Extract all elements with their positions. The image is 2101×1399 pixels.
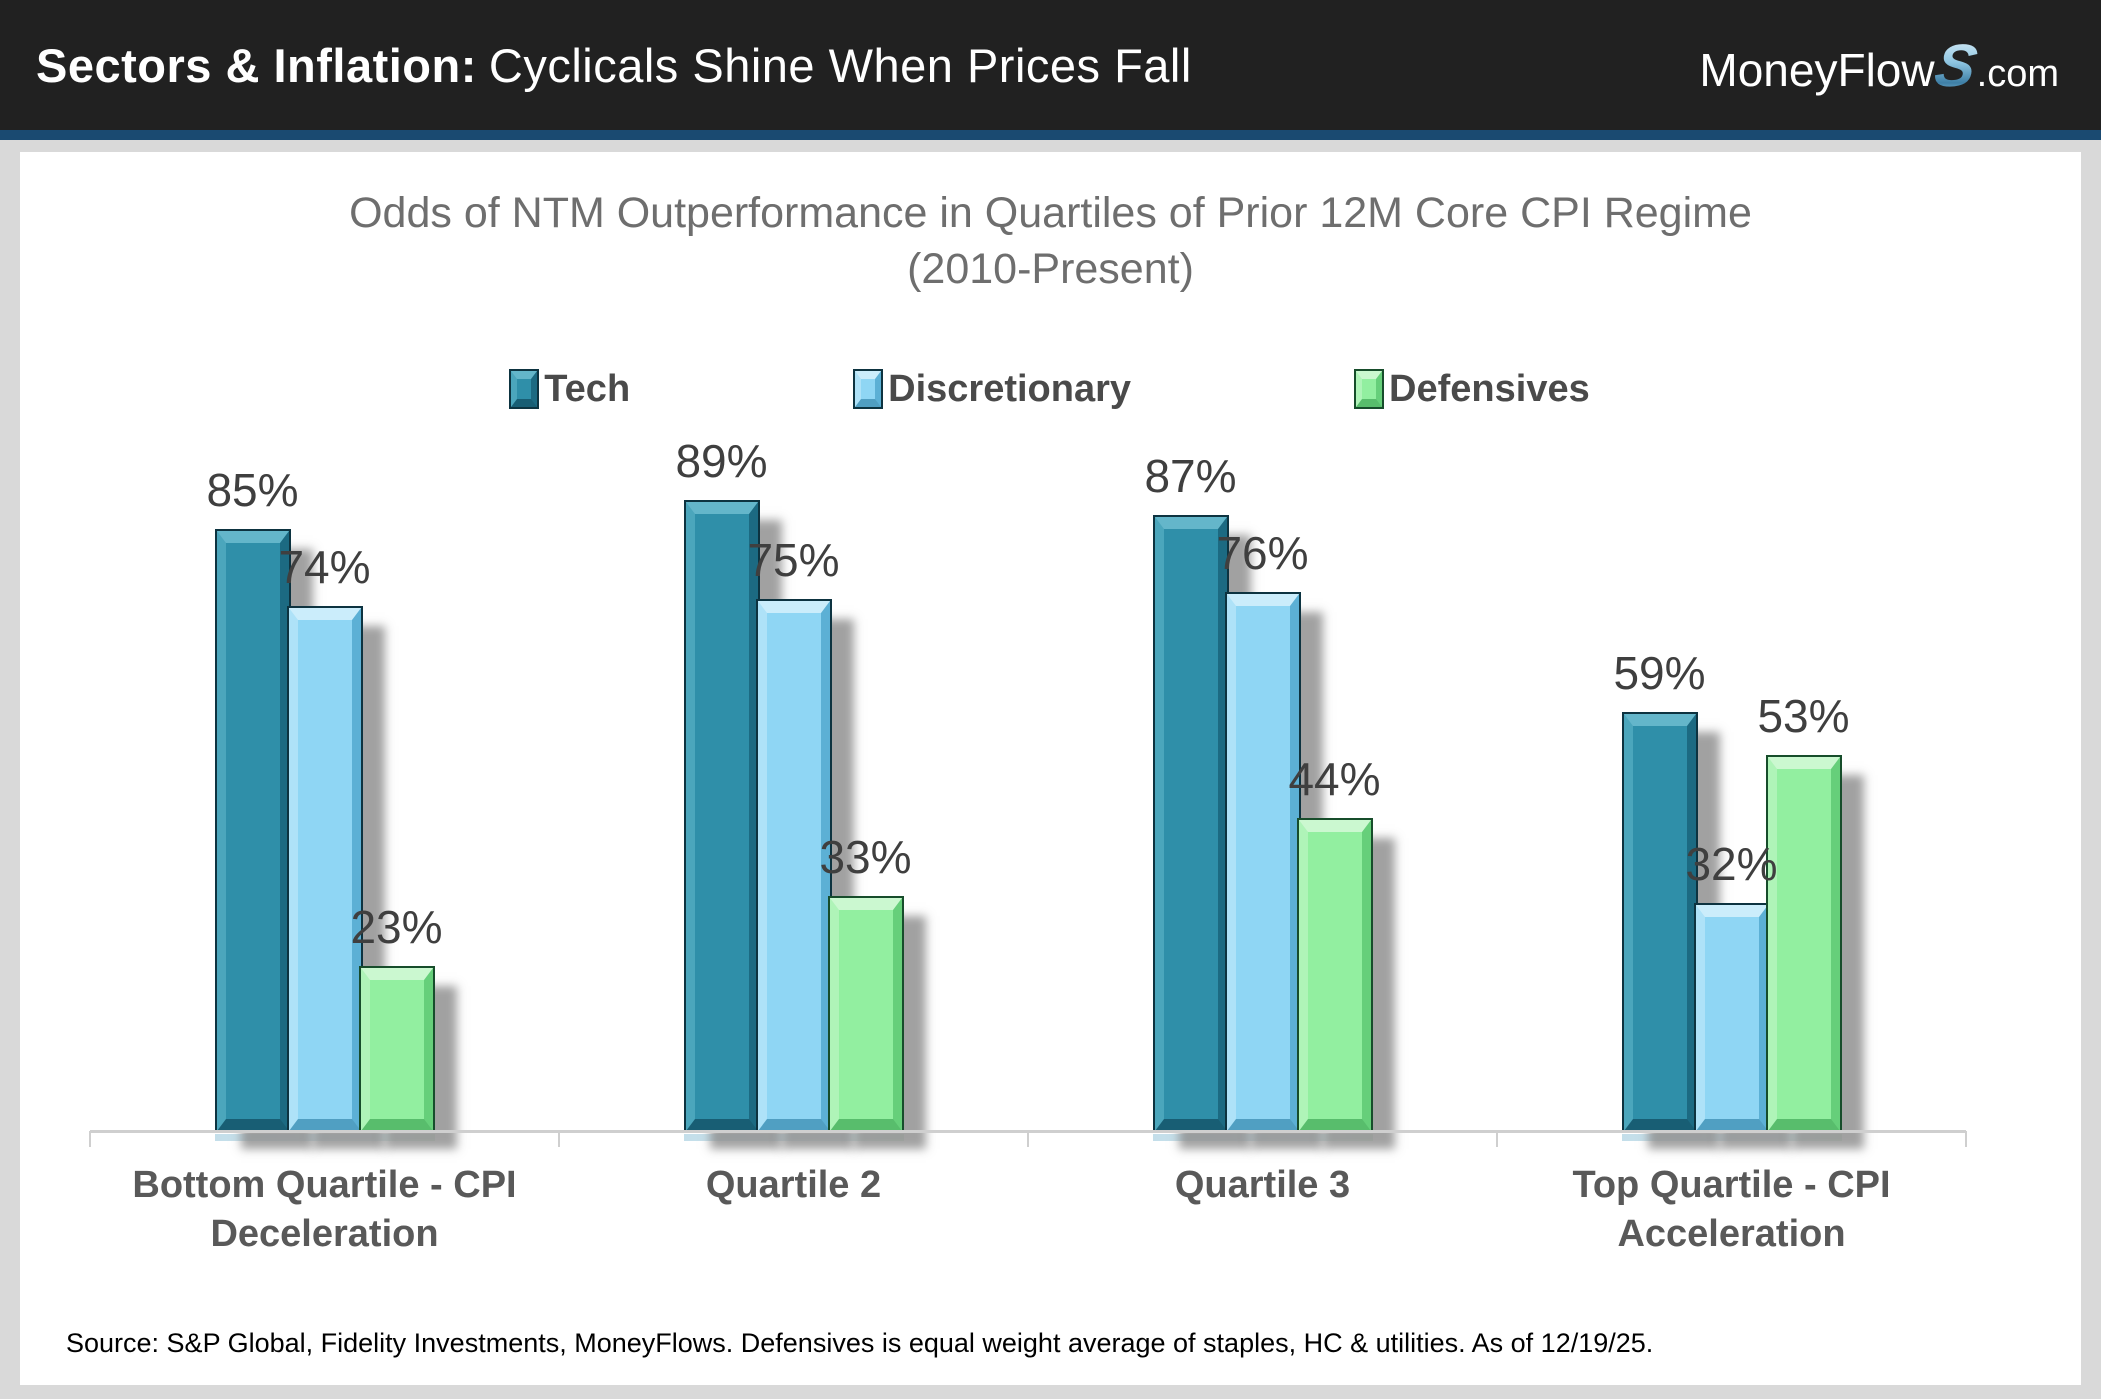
bar-tech-bottom-quartile-cpi-deceleration	[214, 528, 291, 1133]
legend-marker-defensives-icon	[1354, 369, 1385, 410]
bar-slot: 33%	[819, 425, 912, 1133]
bar-value-label: 75%	[747, 534, 840, 587]
legend-label: Defensives	[1389, 367, 1590, 410]
bar-slot: 89%	[675, 425, 768, 1133]
x-axis-labels: Bottom Quartile - CPI Deceleration Quarti…	[90, 1161, 1966, 1260]
chart-canvas: Odds of NTM Outperformance in Quartiles …	[0, 140, 2101, 1399]
bar-value-label: 85%	[206, 463, 299, 516]
x-axis-tick	[1965, 1130, 1967, 1147]
category-label-quartile-2: Quartile 2	[559, 1161, 1028, 1260]
legend-marker-tech-icon	[509, 369, 540, 410]
source-note: Source: S&P Global, Fidelity Investments…	[66, 1328, 1654, 1358]
bar-group-bottom-quartile-cpi-deceleration: 85% 74% 23%	[90, 425, 559, 1141]
bar-value-label: 44%	[1288, 753, 1381, 806]
bar-group-quartile-3: 87% 76% 44%	[1028, 425, 1497, 1141]
category-label-quartile-3: Quartile 3	[1028, 1161, 1497, 1260]
category-label-text: Bottom Quartile - CPI Deceleration	[132, 1163, 517, 1256]
bar-slot: 59%	[1613, 425, 1706, 1133]
bar-slot: 75%	[747, 425, 840, 1133]
bar-plot: 85% 74% 23% 89% 75% 33% 87% 76% 44% 59% 32% 53%	[90, 425, 1966, 1141]
bar-value-label: 87%	[1144, 449, 1237, 502]
bar-reflection	[1152, 1133, 1373, 1141]
legend-label: Tech	[544, 367, 631, 410]
bar-group-quartile-2: 89% 75% 33%	[559, 425, 1028, 1141]
category-label-top-quartile-cpi-acceleration: Top Quartile - CPI Acceleration	[1497, 1161, 1966, 1260]
bar-defensives-bottom-quartile-cpi-deceleration	[358, 966, 435, 1133]
bar-discretionary-bottom-quartile-cpi-deceleration	[286, 606, 363, 1133]
logo-text-right: .com	[1976, 52, 2059, 95]
bar-slot: 32%	[1685, 425, 1778, 1133]
header-bar: Sectors & Inflation: Cyclicals Shine When…	[0, 0, 2101, 130]
page-title: Sectors & Inflation: Cyclicals Shine When…	[36, 38, 1192, 93]
category-label-bottom-quartile-cpi-deceleration: Bottom Quartile - CPI Deceleration	[90, 1161, 559, 1260]
bar-defensives-top-quartile-cpi-acceleration	[1765, 754, 1842, 1133]
bar-reflection	[683, 1133, 904, 1141]
bar-slot: 53%	[1757, 425, 1850, 1133]
logo-s-icon: S	[1929, 31, 1982, 99]
bar-slot: 87%	[1144, 425, 1237, 1133]
x-axis-tick	[558, 1130, 560, 1147]
bar-defensives-quartile-3	[1296, 818, 1373, 1133]
plot-area: 85% 74% 23% 89% 75% 33% 87% 76% 44% 59% 32% 53%	[89, 425, 1967, 1147]
accent-stripe	[0, 130, 2101, 140]
bar-discretionary-top-quartile-cpi-acceleration	[1693, 902, 1770, 1133]
bar-tech-quartile-3	[1152, 514, 1229, 1133]
bar-defensives-quartile-2	[827, 895, 904, 1133]
page-title-emphasis: Sectors & Inflation:	[36, 38, 477, 92]
x-axis-tick	[89, 1130, 91, 1147]
chart-title-line1: Odds of NTM Outperformance in Quartiles …	[349, 189, 1752, 237]
x-axis-line	[90, 1129, 1966, 1133]
bar-value-label: 74%	[278, 541, 371, 594]
bar-discretionary-quartile-2	[755, 599, 832, 1133]
legend-item-discretionary: Discretionary	[853, 367, 1132, 411]
bar-slot: 76%	[1216, 425, 1309, 1133]
legend-item-tech: Tech	[509, 367, 631, 411]
bar-value-label: 32%	[1685, 837, 1778, 890]
category-label-text: Quartile 3	[1174, 1163, 1351, 1206]
x-axis-tick	[1496, 1130, 1498, 1147]
chart-title: Odds of NTM Outperformance in Quartiles …	[20, 186, 2081, 298]
category-label-text: Top Quartile - CPI Acceleration	[1572, 1163, 1891, 1256]
bar-slot: 44%	[1288, 425, 1381, 1133]
bar-tech-quartile-2	[683, 500, 760, 1133]
bar-reflection	[1621, 1133, 1842, 1141]
bar-value-label: 89%	[675, 435, 768, 488]
logo-text-left: MoneyFlow	[1699, 43, 1935, 96]
bar-value-label: 23%	[350, 901, 443, 954]
chart-title-line2: (2010-Present)	[907, 244, 1194, 293]
bar-slot: 85%	[206, 425, 299, 1133]
moneyflows-logo: MoneyFlow S .com	[1699, 31, 2059, 100]
bar-group-top-quartile-cpi-acceleration: 59% 32% 53%	[1497, 425, 1966, 1141]
legend-marker-discretionary-icon	[853, 369, 884, 410]
page-title-rest: Cyclicals Shine When Prices Fall	[488, 38, 1192, 92]
category-label-text: Quartile 2	[705, 1163, 882, 1206]
chart-panel: Odds of NTM Outperformance in Quartiles …	[20, 152, 2081, 1385]
bar-slot: 74%	[278, 425, 371, 1133]
bar-reflection	[214, 1133, 435, 1141]
bar-slot: 23%	[350, 425, 443, 1133]
bar-discretionary-quartile-3	[1224, 592, 1301, 1133]
legend-label: Discretionary	[888, 367, 1132, 410]
legend-item-defensives: Defensives	[1354, 367, 1590, 411]
bar-value-label: 33%	[819, 830, 912, 883]
x-axis-tick	[1027, 1130, 1029, 1147]
bar-value-label: 76%	[1216, 527, 1309, 580]
legend: Tech Discretionary Defensives	[20, 368, 2081, 411]
bar-value-label: 53%	[1757, 689, 1850, 742]
bar-value-label: 59%	[1613, 647, 1706, 700]
bar-tech-top-quartile-cpi-acceleration	[1621, 712, 1698, 1133]
